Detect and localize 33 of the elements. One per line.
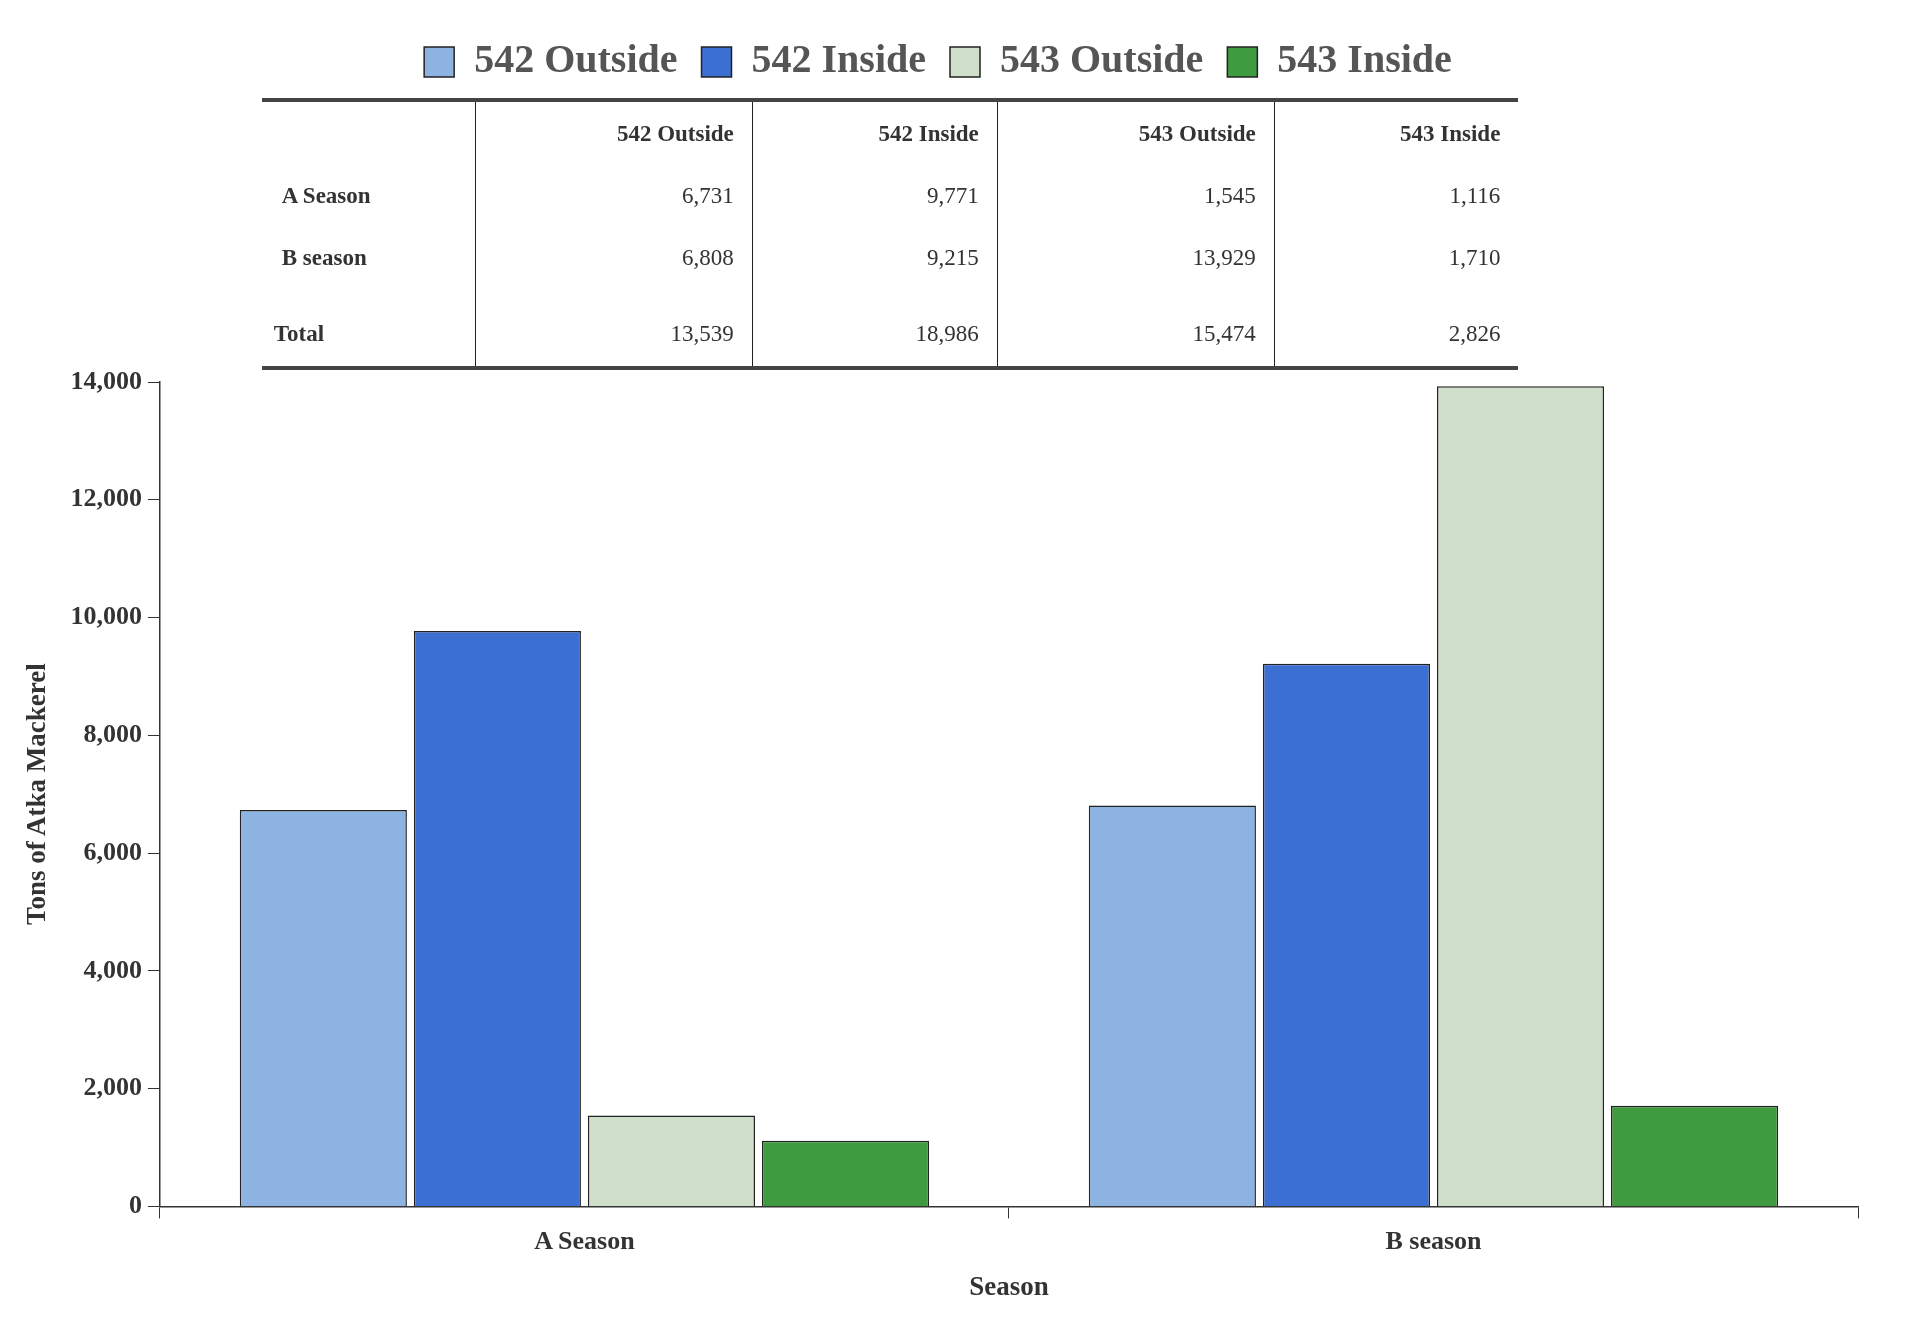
text: 1,116 — [1274, 165, 1519, 227]
y-tick-label: 2,000 — [83, 1072, 142, 1102]
text: 18,986 — [752, 302, 998, 368]
text: 13,539 — [475, 302, 753, 368]
legend-label: 542 Outside — [474, 36, 678, 82]
text: 1,710 — [1274, 226, 1519, 289]
text: 543 Outside — [1138, 120, 1256, 146]
text: 542 Inside — [878, 120, 979, 146]
y-tick-label: 12,000 — [70, 483, 142, 513]
text: 542 Outside — [616, 120, 734, 146]
legend-label: 543 Outside — [1000, 36, 1204, 82]
text: 2,826 — [1274, 302, 1519, 368]
y-tick-label: 4,000 — [83, 954, 142, 984]
category-label: A Season — [281, 182, 371, 208]
y-tick-label: 14,000 — [70, 365, 142, 395]
text: 6,808 — [475, 226, 753, 289]
text: 1,545 — [997, 165, 1275, 227]
text: 15,474 — [997, 302, 1275, 368]
text: 9,771 — [752, 165, 998, 227]
y-tick-label: 10,000 — [70, 601, 142, 631]
x-axis-title: Season — [969, 1270, 1049, 1301]
text: 6,731 — [475, 165, 753, 227]
text: 13,929 — [997, 226, 1275, 289]
y-axis-title: Tons of Atka Mackerel — [21, 662, 52, 926]
y-tick-label: 6,000 — [83, 836, 142, 866]
legend-label: 542 Inside — [751, 36, 927, 82]
text: 9,215 — [752, 226, 998, 289]
y-tick-label: 8,000 — [83, 719, 142, 749]
category-label: B season — [281, 244, 367, 270]
text: Total — [272, 320, 326, 349]
legend-label: 543 Inside — [1277, 36, 1452, 82]
y-tick-label: 0 — [128, 1190, 142, 1220]
text: 543 Inside — [1400, 120, 1501, 146]
